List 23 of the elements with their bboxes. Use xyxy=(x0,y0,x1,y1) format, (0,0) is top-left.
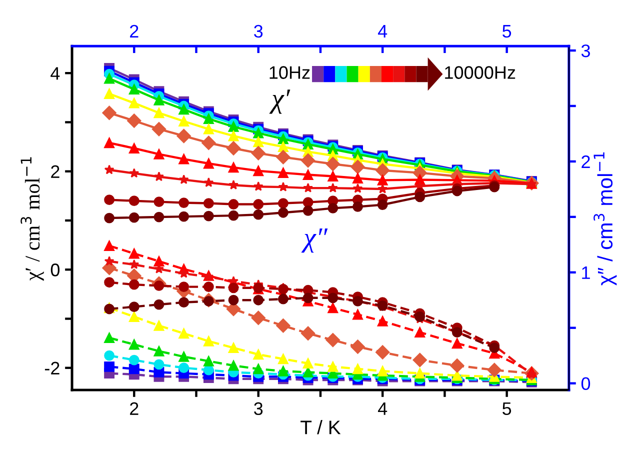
x-tick-label: 3 xyxy=(254,24,263,38)
x-tick-label: 5 xyxy=(502,25,512,38)
y-tick-label: 0 xyxy=(50,264,60,276)
x-tick-label: 2 xyxy=(130,24,138,38)
y-tick-label: 4 xyxy=(50,67,60,80)
y-axis-title: χ′ / cm$^{3}$ mol$^{−1}$ xyxy=(20,157,44,281)
y2-tick-label: 3 xyxy=(581,44,590,58)
y-tick-label: -2 xyxy=(44,362,60,374)
y-tick-label: 2 xyxy=(51,165,60,178)
x2-tick-label: 4 xyxy=(378,402,388,415)
annotation: χ′ xyxy=(269,90,290,114)
x-tick-label: 4 xyxy=(378,25,388,38)
x2-tick-label: 3 xyxy=(254,402,263,416)
annotation: 10000Hz xyxy=(445,66,516,79)
y2-tick-label: 1 xyxy=(582,266,590,279)
annotation: χ″ xyxy=(301,228,328,253)
x-axis-title: T / K xyxy=(300,420,341,434)
y2-tick-label: 0 xyxy=(581,377,590,390)
y2-axis-title: χ″ / cm$^{3}$ mol$^{−1}$ xyxy=(594,152,617,286)
y2-tick-label: 2 xyxy=(582,155,590,168)
x2-tick-label: 2 xyxy=(130,402,138,415)
annotation: 10Hz xyxy=(270,66,310,79)
x2-tick-label: 5 xyxy=(502,402,512,416)
